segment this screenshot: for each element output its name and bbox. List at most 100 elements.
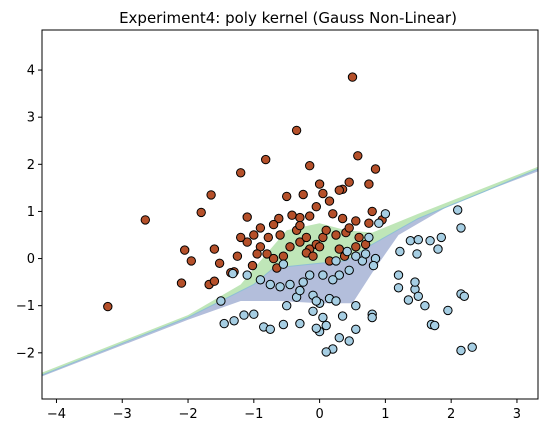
scatter-point-class-b	[420, 301, 430, 311]
scatter-point-class-b	[311, 296, 321, 306]
chart-title: Experiment4: poly kernel (Gauss Non-Line…	[119, 9, 457, 27]
scatter-point-class-a	[347, 72, 358, 82]
scatter-point-class-a	[262, 249, 272, 259]
y-axis-ticks: −2 −1 0 1 2 3 4	[16, 64, 42, 361]
y-tick-label: −1	[16, 299, 35, 314]
scatter-point-class-a	[261, 154, 271, 165]
scatter-point-class-b	[337, 311, 348, 321]
scatter-point-class-a	[263, 232, 273, 243]
x-tick-label: 2	[447, 407, 455, 422]
y-tick-label: 0	[27, 252, 35, 267]
scatter-point-class-a	[209, 276, 220, 286]
scatter-point-class-b	[334, 333, 344, 343]
scatter-point-class-a	[282, 191, 292, 202]
scatter-point-class-b	[311, 323, 321, 333]
scatter-point-class-b	[453, 205, 463, 215]
scatter-point-class-b	[395, 246, 405, 257]
scatter-point-class-b	[433, 244, 443, 254]
scatter-point-class-a	[364, 218, 374, 228]
scatter-point-class-a	[140, 215, 151, 225]
scatter-point-class-a	[242, 212, 252, 222]
scatter-point-class-b	[285, 279, 295, 290]
scatter-point-class-a	[242, 237, 252, 247]
x-tick-label: −2	[178, 407, 197, 422]
scatter-point-class-b	[318, 270, 328, 280]
scatter-point-class-b	[219, 318, 229, 329]
y-tick-label: 4	[27, 64, 35, 79]
scatter-point-class-b	[295, 285, 305, 296]
scatter-point-class-a	[324, 196, 335, 206]
scatter-point-class-b	[393, 283, 404, 293]
scatter-point-class-b	[405, 236, 416, 246]
scatter-point-class-a	[308, 251, 318, 261]
scatter-point-class-b	[413, 235, 423, 245]
scatter-point-class-a	[353, 151, 363, 161]
scatter-point-class-a	[298, 189, 308, 200]
scatter-point-class-b	[351, 301, 361, 311]
scatter-point-class-a	[236, 168, 246, 178]
scatter-point-class-a	[305, 161, 315, 171]
scatter-point-class-b	[456, 345, 466, 356]
scatter-point-class-a	[196, 207, 206, 218]
scatter-point-class-a	[252, 249, 262, 259]
scatter-point-class-b	[351, 324, 361, 334]
scatter-point-class-b	[374, 218, 384, 228]
scatter-point-class-b	[228, 268, 238, 279]
scatter-point-class-b	[360, 249, 371, 259]
scatter-point-class-b	[412, 249, 422, 259]
scatter-point-class-b	[249, 309, 259, 319]
scatter-point-class-a	[232, 251, 243, 261]
scatter-point-class-b	[430, 320, 440, 331]
scatter-point-class-a	[206, 190, 216, 200]
scatter-point-class-a	[214, 258, 225, 268]
scatter-point-class-b	[255, 275, 266, 285]
region-class-a	[42, 166, 538, 375]
scatter-point-class-b	[229, 316, 239, 326]
y-tick-label: −2	[16, 346, 35, 361]
scatter-point-class-a	[186, 256, 197, 266]
scatter-point-class-b	[308, 306, 318, 316]
region-class-b	[42, 169, 538, 377]
scatter-point-class-b	[318, 312, 328, 323]
scatter-point-class-b	[216, 296, 226, 306]
scatter-point-class-a	[337, 213, 348, 224]
scatter-point-class-a	[334, 185, 344, 195]
axes-frame	[41, 29, 539, 400]
scatter-point-class-b	[298, 277, 308, 287]
scatter-point-class-b	[436, 232, 446, 243]
scatter-point-class-b	[367, 312, 377, 323]
scatter-point-class-b	[342, 246, 352, 257]
scatter-point-class-a	[344, 177, 354, 187]
scatter-point-class-a	[311, 202, 321, 212]
x-tick-label: 3	[513, 407, 521, 422]
scatter-point-class-b	[334, 270, 344, 280]
scatter-point-class-a	[328, 209, 338, 219]
scatter-point-class-b	[278, 259, 289, 269]
scatter-point-class-a	[318, 188, 328, 199]
scatter-point-class-a	[268, 219, 279, 230]
scatter-point-class-a	[103, 301, 113, 312]
scatter-point-class-a	[209, 244, 220, 254]
x-tick-label: 1	[381, 407, 389, 422]
x-tick-label: 0	[315, 407, 323, 422]
scatter-point-class-b	[265, 279, 275, 290]
scatter-point-class-b	[295, 318, 305, 329]
scatter-point-class-b	[275, 282, 285, 292]
scatter-points	[103, 72, 477, 357]
scatter-point-class-a	[295, 220, 305, 231]
x-tick-label: −1	[244, 407, 263, 422]
scatter-point-class-a	[285, 242, 295, 252]
scatter-point-class-a	[314, 179, 325, 189]
scatter-point-class-a	[291, 125, 302, 136]
scatter-point-class-a	[334, 244, 344, 254]
scatter-point-class-b	[403, 295, 414, 305]
scatter-point-class-a	[351, 216, 361, 226]
scatter-point-class-a	[351, 242, 361, 252]
scatter-point-class-b	[344, 265, 354, 275]
scatter-point-class-b	[265, 324, 275, 334]
scatter-point-class-a	[370, 164, 381, 174]
scatter-point-class-a	[305, 211, 315, 221]
scatter-point-class-b	[242, 270, 252, 280]
